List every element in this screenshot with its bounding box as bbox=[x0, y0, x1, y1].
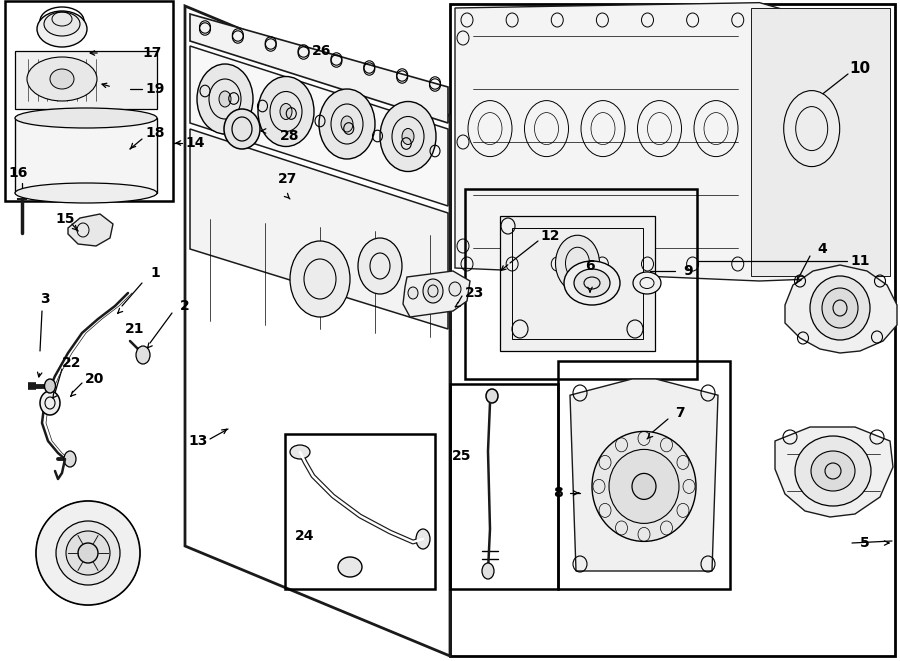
Ellipse shape bbox=[795, 436, 871, 506]
Bar bbox=[285, 434, 435, 589]
Polygon shape bbox=[190, 46, 448, 206]
Ellipse shape bbox=[416, 529, 430, 549]
Ellipse shape bbox=[50, 69, 74, 89]
Ellipse shape bbox=[423, 279, 443, 303]
Ellipse shape bbox=[280, 104, 292, 120]
Ellipse shape bbox=[449, 282, 461, 296]
Ellipse shape bbox=[609, 449, 679, 524]
Text: 7: 7 bbox=[675, 406, 685, 420]
Text: 4: 4 bbox=[817, 242, 827, 256]
Ellipse shape bbox=[136, 346, 150, 364]
Ellipse shape bbox=[290, 445, 310, 459]
Text: 16: 16 bbox=[8, 166, 28, 180]
Text: 5: 5 bbox=[860, 536, 870, 550]
Ellipse shape bbox=[36, 501, 140, 605]
Ellipse shape bbox=[358, 238, 402, 294]
Ellipse shape bbox=[40, 391, 60, 415]
Text: 25: 25 bbox=[452, 449, 472, 463]
Bar bbox=[15, 118, 157, 193]
Text: 14: 14 bbox=[185, 136, 205, 150]
Text: 3: 3 bbox=[40, 292, 50, 306]
Ellipse shape bbox=[78, 543, 98, 563]
Ellipse shape bbox=[64, 451, 76, 467]
Polygon shape bbox=[190, 129, 448, 329]
Bar bbox=[558, 361, 730, 589]
Ellipse shape bbox=[822, 288, 858, 328]
Bar bbox=[15, 51, 157, 109]
Ellipse shape bbox=[784, 91, 840, 167]
Text: 21: 21 bbox=[125, 322, 145, 336]
Text: 28: 28 bbox=[280, 129, 300, 143]
Ellipse shape bbox=[15, 183, 157, 203]
Ellipse shape bbox=[44, 12, 80, 36]
Text: 8: 8 bbox=[554, 486, 562, 500]
Text: 19: 19 bbox=[145, 82, 165, 96]
Text: 18: 18 bbox=[145, 126, 165, 140]
Text: 23: 23 bbox=[465, 286, 485, 300]
Ellipse shape bbox=[482, 563, 494, 579]
Bar bbox=[450, 384, 558, 589]
Ellipse shape bbox=[592, 432, 696, 541]
Text: 22: 22 bbox=[62, 356, 82, 370]
Polygon shape bbox=[785, 265, 897, 353]
Bar bbox=[500, 216, 655, 351]
Text: 10: 10 bbox=[850, 61, 870, 75]
Ellipse shape bbox=[811, 451, 855, 491]
Ellipse shape bbox=[56, 521, 120, 585]
Ellipse shape bbox=[486, 389, 498, 403]
Text: 24: 24 bbox=[295, 529, 315, 543]
Text: 20: 20 bbox=[86, 372, 104, 386]
Text: 2: 2 bbox=[180, 299, 190, 313]
Ellipse shape bbox=[290, 241, 350, 317]
Polygon shape bbox=[190, 14, 448, 123]
Ellipse shape bbox=[810, 276, 870, 340]
Text: 12: 12 bbox=[540, 229, 560, 243]
Text: 9: 9 bbox=[683, 264, 693, 278]
Ellipse shape bbox=[574, 269, 610, 297]
Ellipse shape bbox=[338, 557, 362, 577]
Polygon shape bbox=[68, 214, 113, 246]
Polygon shape bbox=[403, 271, 470, 317]
Ellipse shape bbox=[224, 109, 260, 149]
Ellipse shape bbox=[27, 57, 97, 101]
Text: 17: 17 bbox=[142, 46, 162, 60]
Polygon shape bbox=[751, 8, 890, 276]
Ellipse shape bbox=[402, 128, 414, 145]
Bar bbox=[450, 4, 895, 656]
Bar bbox=[5, 1, 173, 201]
Bar bbox=[512, 228, 643, 339]
Ellipse shape bbox=[408, 287, 418, 299]
Ellipse shape bbox=[564, 261, 620, 305]
Text: 27: 27 bbox=[278, 172, 298, 186]
Ellipse shape bbox=[219, 91, 231, 107]
Text: 15: 15 bbox=[55, 212, 75, 226]
Text: 1: 1 bbox=[150, 266, 160, 280]
Text: 13: 13 bbox=[188, 434, 208, 448]
Text: 26: 26 bbox=[312, 44, 332, 58]
Polygon shape bbox=[775, 427, 893, 517]
Ellipse shape bbox=[319, 89, 375, 159]
Ellipse shape bbox=[37, 11, 87, 47]
Polygon shape bbox=[570, 379, 718, 571]
Text: 6: 6 bbox=[585, 259, 595, 273]
Ellipse shape bbox=[197, 64, 253, 134]
Ellipse shape bbox=[380, 102, 436, 171]
Ellipse shape bbox=[44, 379, 56, 393]
Bar bbox=[465, 189, 697, 379]
Ellipse shape bbox=[66, 531, 110, 575]
Polygon shape bbox=[455, 3, 890, 281]
Text: 11: 11 bbox=[850, 254, 869, 268]
Ellipse shape bbox=[258, 77, 314, 147]
Ellipse shape bbox=[555, 235, 599, 292]
Ellipse shape bbox=[632, 473, 656, 500]
Ellipse shape bbox=[341, 116, 353, 132]
Ellipse shape bbox=[633, 272, 661, 294]
Ellipse shape bbox=[15, 108, 157, 128]
